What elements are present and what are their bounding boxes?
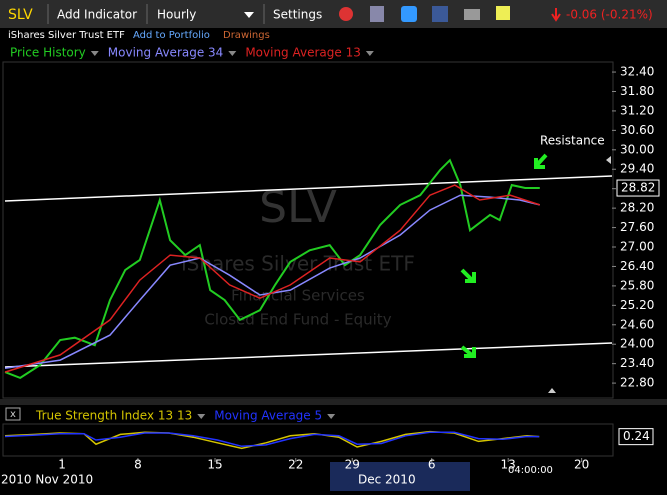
x-tick-label: 8 [134,458,142,472]
close-icon[interactable]: x [10,409,16,420]
watermark: Financial Services [231,287,365,305]
x-tick-label: 1 [58,458,66,472]
legend-entry: Moving Average 34 [108,46,224,60]
legend-entry: Price History [10,46,86,60]
note-icon[interactable] [496,6,510,20]
x-tick-label: 20 [574,458,589,472]
arrow [460,345,476,358]
y-tick-label: 25.80 [620,278,654,292]
series-line [4,430,540,450]
last-price: 28.82 [621,181,655,195]
y-tick-label: 24.60 [620,317,654,331]
twitter-icon[interactable] [401,6,417,22]
y-tick-label: 32.40 [620,65,654,79]
y-tick-label: 30.60 [620,123,654,137]
time-label: 04:00:00 [508,465,553,476]
y-tick-label: 27.60 [620,220,654,234]
series-line [4,194,540,369]
y-tick-label: 29.40 [620,162,654,176]
x-tick-label: 13 [501,458,516,472]
dropdown[interactable] [244,12,254,18]
legend-dropdown [327,414,336,419]
plot-area [2,61,614,399]
x-tick-label: 29 [345,458,360,472]
x-tick-label: 6 [428,458,436,472]
legend-dropdown [90,51,99,56]
security-name: iShares Silver Trust ETF [8,30,125,41]
watermark: Closed End Fund - Equity [204,311,391,329]
y-tick-label: 31.20 [620,103,654,117]
series-line [4,158,540,380]
y-tick-label: 25.20 [620,298,654,312]
camera-icon[interactable] [464,9,480,20]
watermark: iShares Silver Trust ETF [181,252,415,276]
x-tick-label: 22 [288,458,303,472]
support-line [4,342,613,368]
interval[interactable]: Hourly [157,8,196,22]
drawings[interactable]: Drawings [223,30,270,41]
arrow [534,153,548,169]
x-tick-label: 15 [207,458,222,472]
legend-entry: Moving Average 13 [245,46,361,60]
range-highlight [330,462,470,491]
y-tick-label: 26.40 [620,259,654,273]
x-period-label: Dec 2010 [358,473,416,487]
add-indicator[interactable]: Add Indicator [57,8,137,22]
add-to-portfolio[interactable]: Add to Portfolio [133,30,210,41]
x-period-label: 2010 Nov 2010 [1,473,93,487]
value-box [618,428,654,446]
legend-dropdown [197,414,206,419]
icon[interactable] [370,6,384,22]
y-tick-label: 24.00 [620,337,654,351]
symbol[interactable]: SLV [8,7,33,23]
price-box [616,179,660,197]
arrow [460,268,476,283]
y-tick-label: 28.20 [620,201,654,215]
y-tick-label: 22.80 [620,376,654,390]
facebook-icon[interactable] [432,6,448,22]
y-tick-label: 27.00 [620,240,654,254]
legend-entry: True Strength Index 13 13 [35,409,192,423]
series-line [4,184,541,373]
last-value: 0.24 [623,429,650,443]
close-button[interactable] [5,407,21,421]
alarm-icon[interactable] [339,7,353,21]
y-tick-label: 23.40 [620,356,654,370]
legend-dropdown [365,51,374,56]
series-line [4,431,540,448]
change: -0.06 (-0.21%) [566,8,653,22]
y-tick-label: 30.00 [620,142,654,156]
settings[interactable]: Settings [273,8,322,22]
y-tick-label: 31.80 [620,84,654,98]
resistance-line [4,175,613,202]
divider [0,399,667,405]
legend-entry: Moving Average 5 [214,409,322,423]
legend-dropdown [228,51,237,56]
down-arrow [551,8,561,22]
annotation: Resistance [540,134,605,148]
